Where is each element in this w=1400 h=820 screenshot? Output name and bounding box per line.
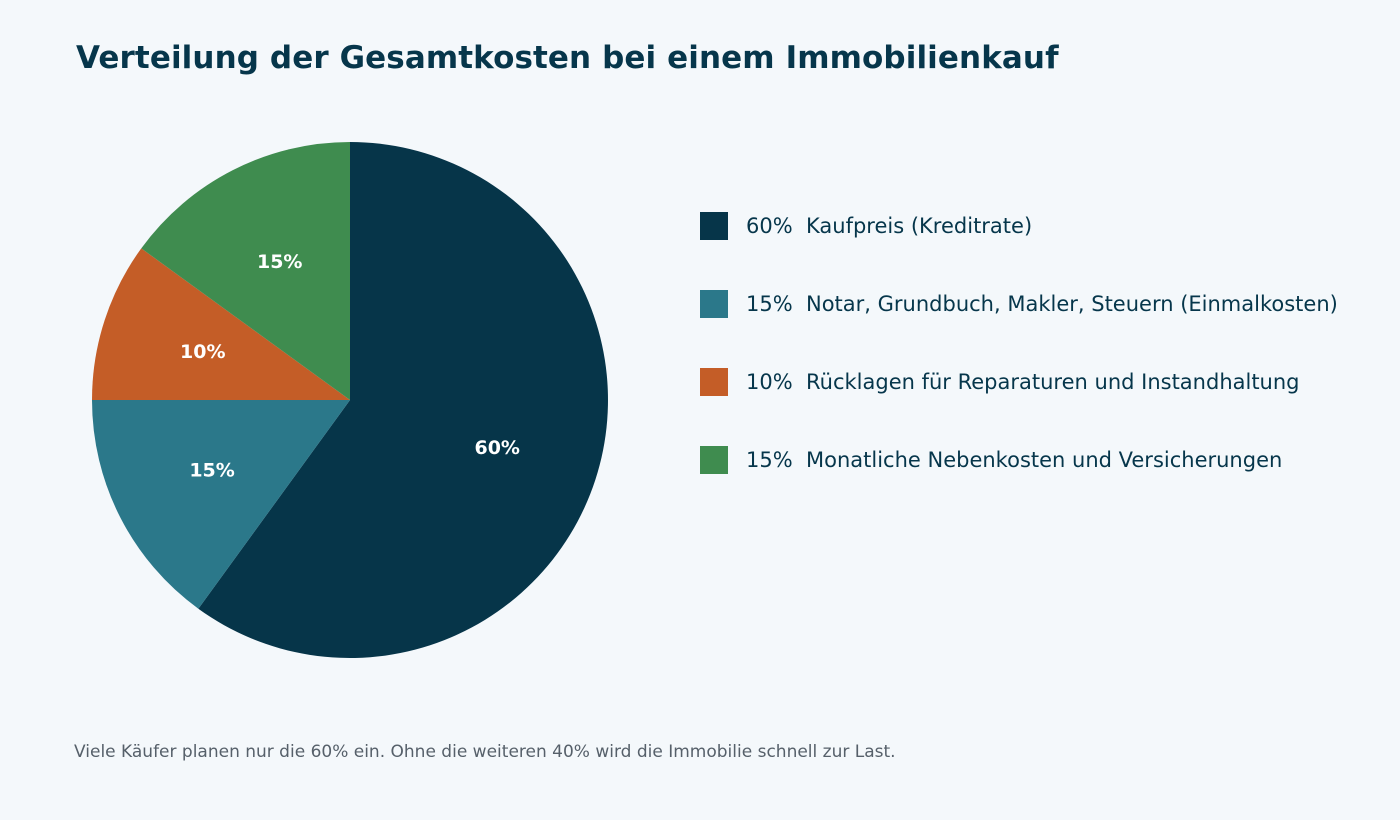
slice-data-label: 60% <box>474 437 519 459</box>
pie-slice <box>198 142 608 658</box>
pie-chart: 60% 15% 10% 15% <box>92 141 608 658</box>
pie-slices <box>92 141 608 658</box>
footnote: Viele Käufer planen nur die 60% ein. Ohn… <box>74 742 896 762</box>
pie-slice <box>92 248 350 400</box>
legend-percentage: 15% <box>746 448 793 472</box>
legend-item: 10% Rücklagen für Reparaturen und Instand… <box>700 361 1390 403</box>
legend-swatch <box>700 446 728 474</box>
legend-label: Rücklagen für Reparaturen und Instandhal… <box>806 370 1300 394</box>
slice-data-label: 15% <box>257 251 302 273</box>
legend: 60% Kaufpreis (Kreditrate) 15% Notar, Grund… <box>700 205 1390 517</box>
legend-item: 60% Kaufpreis (Kreditrate) <box>700 205 1390 247</box>
pie-slice <box>141 141 350 400</box>
legend-swatch <box>700 368 728 396</box>
legend-percentage: 60% <box>746 214 793 238</box>
legend-label: Kaufpreis (Kreditrate) <box>806 214 1033 238</box>
legend-item: 15% Notar, Grundbuch, Makler, Steuern (Ei… <box>700 283 1390 325</box>
legend-swatch <box>700 212 728 240</box>
legend-item: 15% Monatliche Nebenkosten und Versicheru… <box>700 439 1390 481</box>
legend-percentage: 15% <box>746 292 793 316</box>
slice-data-label: 15% <box>189 459 234 481</box>
legend-swatch <box>700 290 728 318</box>
pie-slice-labels: 60% 15% 10% 15% <box>180 251 520 481</box>
slice-data-label: 10% <box>180 341 225 363</box>
pie-slice <box>92 400 350 609</box>
legend-label: Monatliche Nebenkosten und Versicherunge… <box>806 448 1283 472</box>
legend-percentage: 10% <box>746 370 793 394</box>
legend-label: Notar, Grundbuch, Makler, Steuern (Einma… <box>806 292 1338 316</box>
chart-title: Verteilung der Gesamtkosten bei einem Im… <box>76 40 1059 76</box>
